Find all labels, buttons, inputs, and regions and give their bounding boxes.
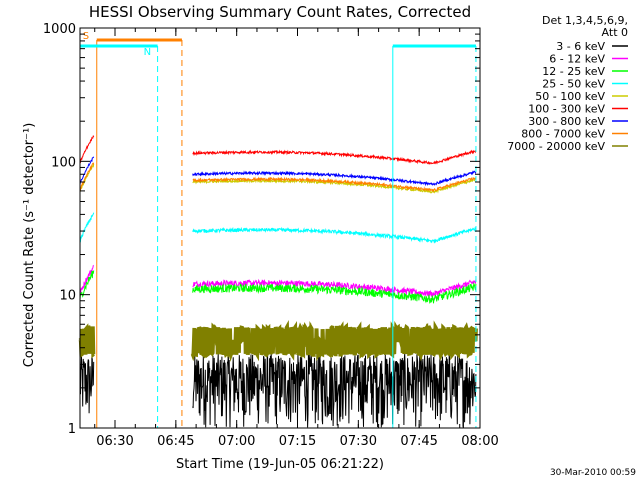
- series-line: [192, 226, 477, 244]
- series-800-7000-kev: [79, 162, 477, 193]
- legend-header-1: Det 1,3,4,5,6,9,: [542, 14, 628, 27]
- legend-label: 3 - 6 keV: [556, 40, 605, 53]
- annotation-segment: [392, 44, 477, 428]
- series-line: [192, 176, 477, 193]
- legend-label: 100 - 300 keV: [528, 103, 605, 116]
- y-tick-label: 1000: [43, 22, 76, 37]
- series-line: [192, 353, 477, 428]
- legend-label: 25 - 50 keV: [542, 78, 605, 91]
- legend-label: 50 - 100 keV: [535, 90, 605, 103]
- y-tick-label: 1: [68, 422, 76, 437]
- annotation-label: S: [83, 31, 89, 42]
- legend-header-2: Att 0: [602, 26, 628, 39]
- x-tick-label: 06:45: [157, 434, 194, 449]
- series-300-800-kev: [79, 156, 477, 187]
- legend-label: 6 - 12 keV: [549, 53, 605, 66]
- series-25-50-kev: [79, 212, 477, 244]
- footer-date: 30-Mar-2010 00:59: [550, 468, 636, 478]
- series-line: [190, 320, 478, 362]
- series-line: [79, 353, 95, 414]
- legend-label: 300 - 800 keV: [528, 115, 605, 128]
- annotation-label: N: [144, 47, 151, 58]
- series-line: [192, 149, 477, 165]
- series-12-25-kev: [79, 270, 477, 304]
- series-line: [79, 212, 95, 243]
- series-line: [79, 270, 95, 300]
- series-6-12-kev: [79, 264, 477, 298]
- x-tick-label: 07:00: [218, 434, 255, 449]
- axes: 06:30 06:45 07:00 07:15 07:30 07:45 08:00 1 10 10…: [43, 22, 499, 449]
- annotation-s: S: [83, 31, 183, 428]
- series-line: [78, 323, 96, 359]
- chart-title: HESSI Observing Summary Count Rates, Cor…: [89, 3, 471, 21]
- series-line: [192, 170, 477, 187]
- y-tick-label: 100: [51, 155, 76, 170]
- y-axis-label: Corrected Count Rate (s⁻¹ detector⁻¹): [22, 123, 37, 368]
- legend-label: 12 - 25 keV: [542, 65, 605, 78]
- x-tick-label: 07:15: [279, 434, 316, 449]
- x-axis-label: Start Time (19-Jun-05 06:21:22): [176, 457, 384, 472]
- series-line: [79, 156, 95, 185]
- y-tick-label: 10: [59, 289, 76, 304]
- legend-label: 800 - 7000 keV: [521, 128, 605, 141]
- plot-area: SN: [78, 31, 478, 428]
- x-tick-label: 07:30: [340, 434, 377, 449]
- series-line: [192, 282, 477, 304]
- series-line: [79, 264, 94, 295]
- legend-label: 7000 - 20000 keV: [507, 140, 605, 153]
- series-line: [79, 162, 95, 192]
- series-100-300-kev: [79, 135, 477, 165]
- x-tick-label: 07:45: [400, 434, 437, 449]
- x-tick-label: 08:00: [461, 434, 498, 449]
- plot-frame: [79, 27, 481, 429]
- series-3-6-kev: [79, 353, 477, 428]
- series-7000-20000-kev: [78, 320, 478, 362]
- series-line: [79, 135, 95, 164]
- x-tick-label: 06:30: [96, 434, 133, 449]
